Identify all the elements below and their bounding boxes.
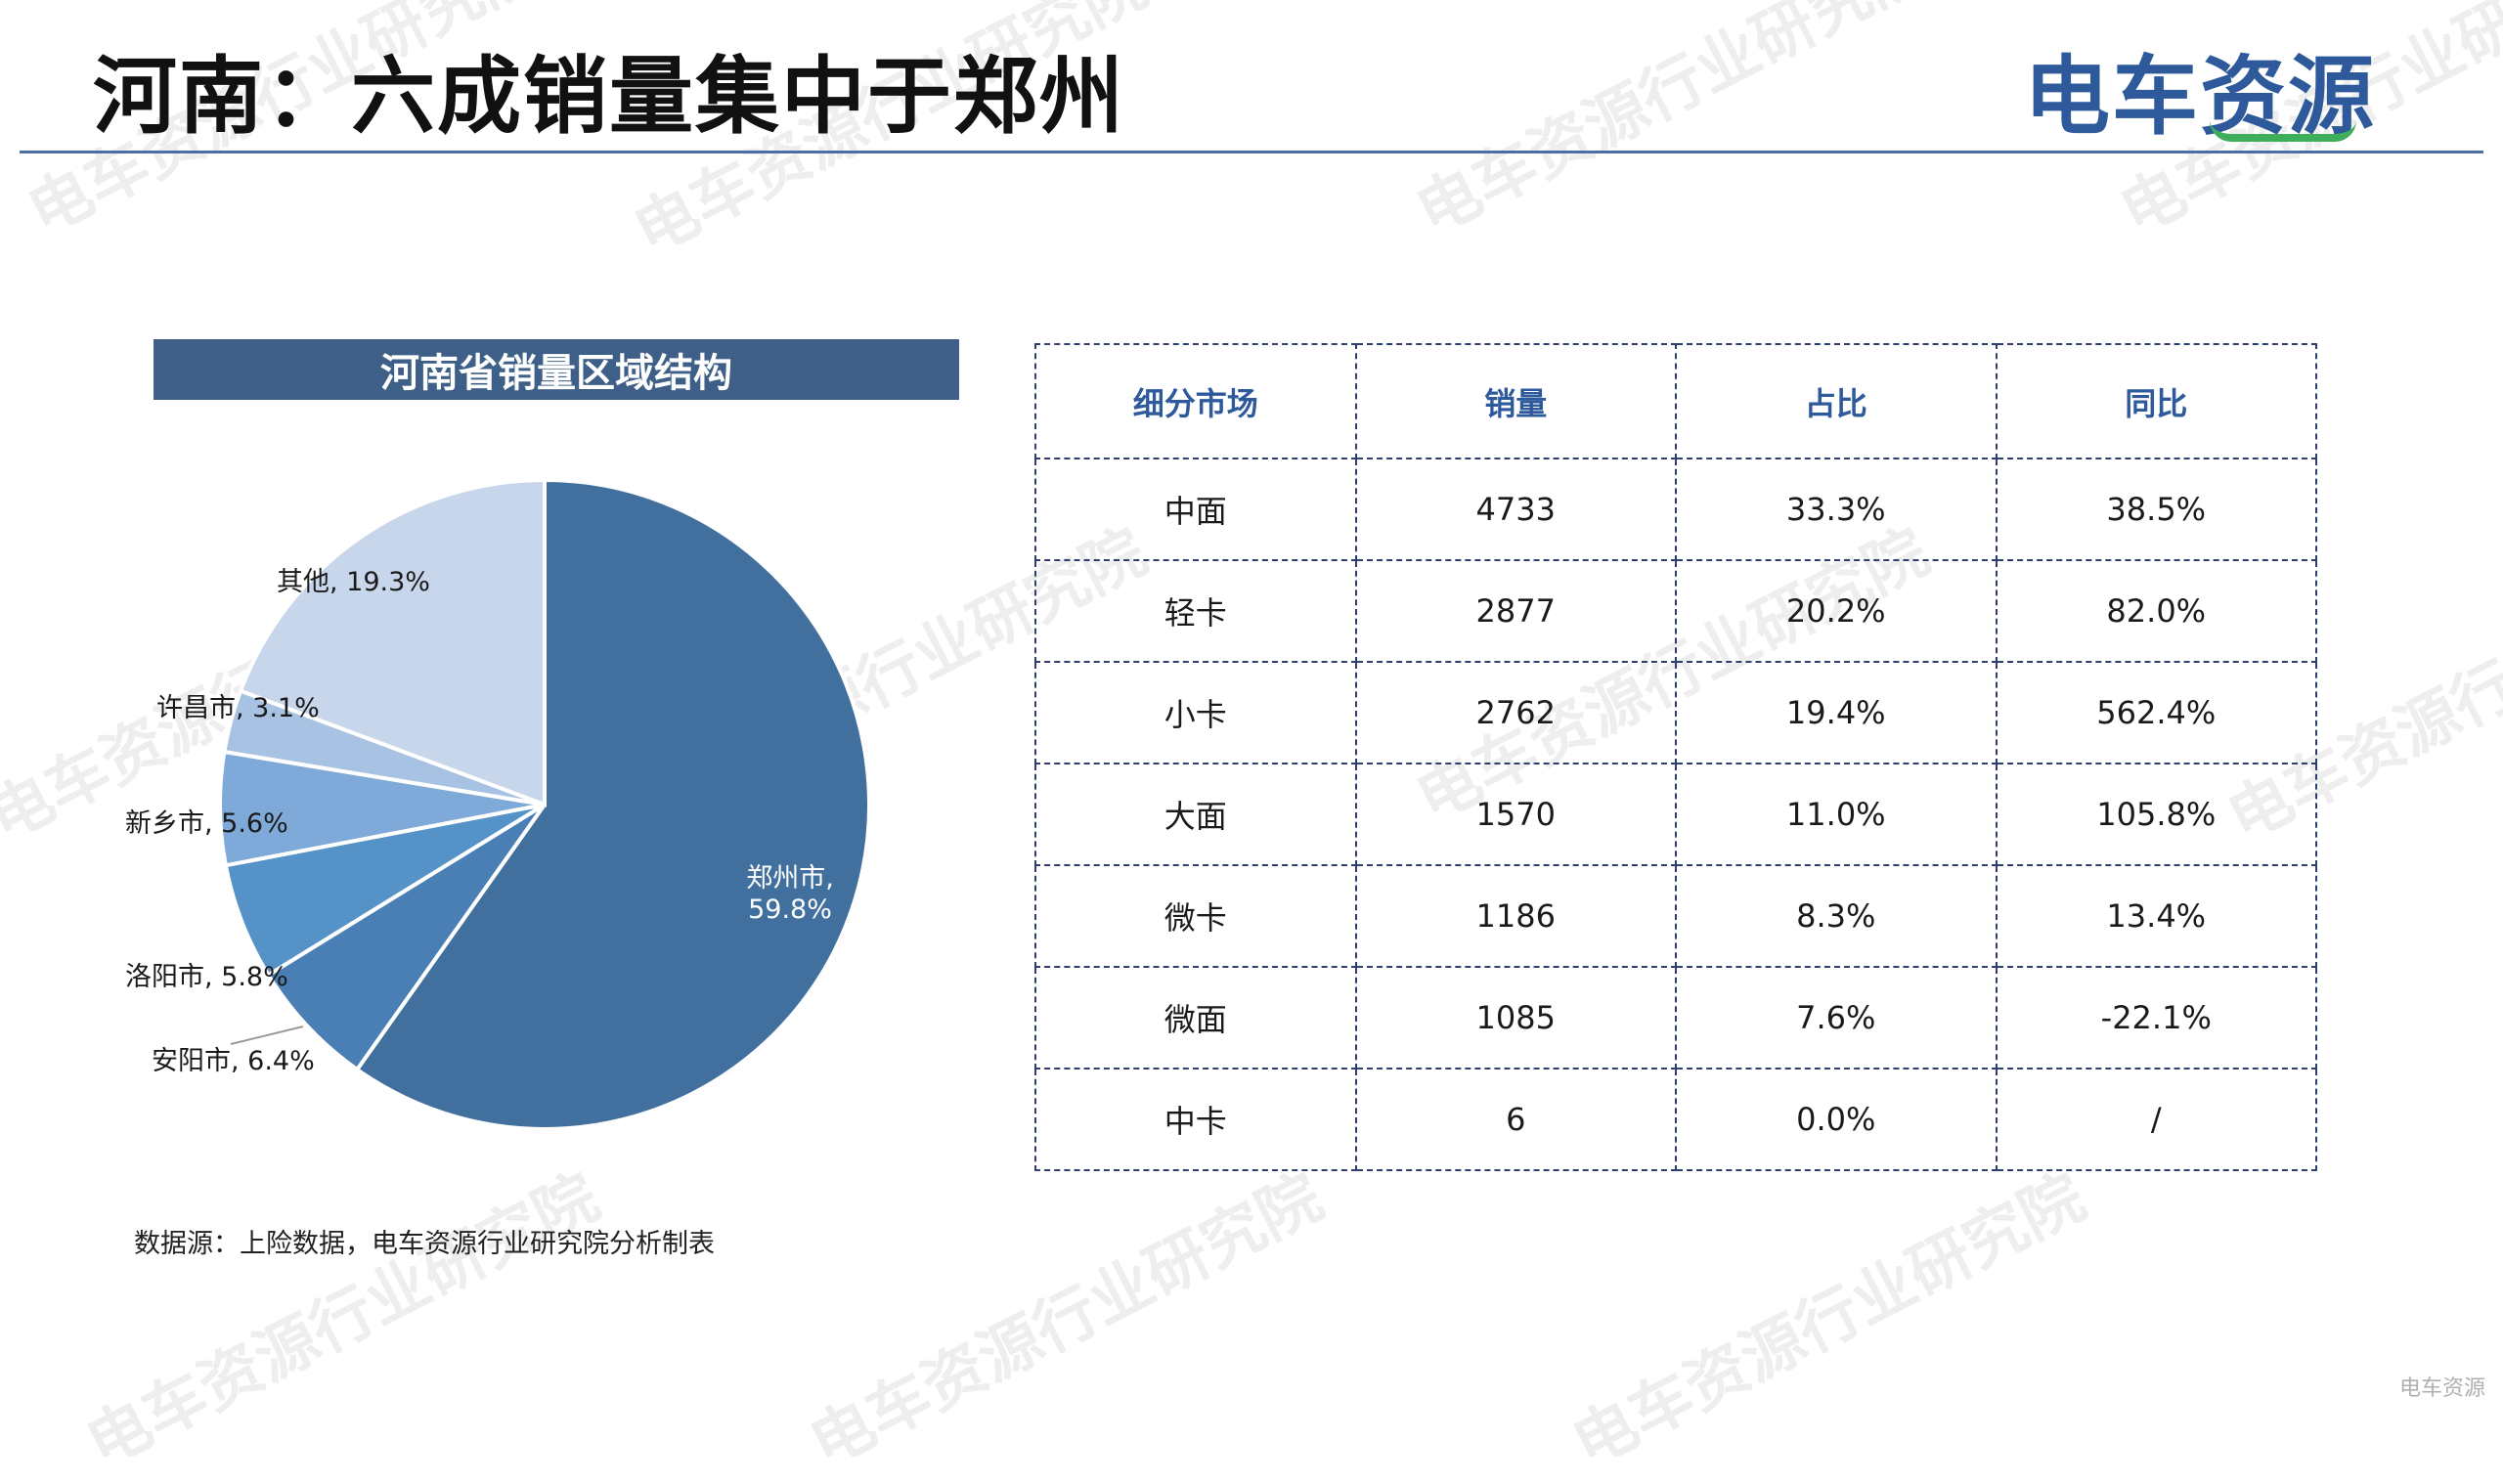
table-cell: 微卡 (1034, 864, 1357, 968)
pie-label-3: 新乡市, 5.6% (125, 808, 288, 839)
table-row: 中卡 6 0.0% / (1034, 1068, 2317, 1171)
table-cell: 中卡 (1034, 1068, 1357, 1171)
page-title: 河南：六成销量集中于郑州 (93, 48, 1125, 146)
table-cell: 小卡 (1034, 661, 1357, 764)
table-row: 小卡 2762 19.4% 562.4% (1034, 661, 2317, 764)
table-cell: / (1995, 1068, 2317, 1171)
table-cell: 轻卡 (1034, 559, 1357, 663)
pie-slice-1 (265, 803, 547, 1072)
table-cell: 微面 (1034, 966, 1357, 1069)
pie-slice-0 (354, 477, 871, 1131)
table-cell: 562.4% (1995, 661, 2317, 764)
table-row: 微面 1085 7.6% -22.1% (1034, 966, 2317, 1069)
table-cell: 中面 (1034, 458, 1357, 561)
pie-chart: 郑州市, 59.8% 安阳市, 6.4% 洛阳市, 5.8% 新乡市, 5.6% 许昌市,… (125, 477, 871, 1131)
table-cell: 0.0% (1675, 1068, 1998, 1171)
table-cell: 6 (1354, 1068, 1677, 1171)
pie-label-2: 洛阳市, 5.8% (125, 962, 288, 992)
chart-title: 河南省销量区域结构 (154, 339, 959, 400)
table-cell: 105.8% (1995, 763, 2317, 866)
table-header-row: 细分市场 销量 占比 同比 (1034, 343, 2317, 459)
table-cell: 1085 (1354, 966, 1677, 1069)
header-divider (20, 151, 2483, 153)
table-cell: 2762 (1354, 661, 1677, 764)
table-cell: 4733 (1354, 458, 1677, 561)
pie-slice-5 (238, 477, 547, 807)
table-cell: 19.4% (1675, 661, 1998, 764)
column-header: 细分市场 (1034, 343, 1357, 459)
segment-table: 细分市场 销量 占比 同比 中面 4733 33.3% 38.5% 轻卡 287… (1034, 343, 2317, 1171)
table-cell: 2877 (1354, 559, 1677, 663)
pie-label-5: 其他, 19.3% (277, 567, 430, 597)
table-cell: 1570 (1354, 763, 1677, 866)
label-leader-line (230, 1026, 304, 1045)
table-cell: 82.0% (1995, 559, 2317, 663)
brand-logo: 电车资源 (2024, 27, 2386, 147)
column-header: 同比 (1995, 343, 2317, 459)
table-cell: 13.4% (1995, 864, 2317, 968)
table-cell: 33.3% (1675, 458, 1998, 561)
pie-label-0: 郑州市, 59.8% (746, 863, 834, 925)
logo-arc-icon (2210, 120, 2356, 142)
table-row: 微卡 1186 8.3% 13.4% (1034, 864, 2317, 968)
table-row: 大面 1570 11.0% 105.8% (1034, 763, 2317, 866)
table-row: 中面 4733 33.3% 38.5% (1034, 458, 2317, 561)
pie-label-1: 安阳市, 6.4% (152, 1046, 315, 1076)
table-cell: 8.3% (1675, 864, 1998, 968)
table-cell: 20.2% (1675, 559, 1998, 663)
column-header: 销量 (1354, 343, 1677, 459)
corner-brand-mark: 电车资源 (2398, 1376, 2485, 1401)
table-row: 轻卡 2877 20.2% 82.0% (1034, 559, 2317, 663)
watermark: 电车资源行业研究院 (1561, 1160, 2097, 1482)
table-cell: 38.5% (1995, 458, 2317, 561)
table-cell: 大面 (1034, 763, 1357, 866)
table-cell: 11.0% (1675, 763, 1998, 866)
source-note: 数据源：上险数据，电车资源行业研究院分析制表 (134, 1229, 715, 1259)
table-cell: 7.6% (1675, 966, 1998, 1069)
watermark: 电车资源行业研究院 (1405, 0, 1941, 250)
table-cell: 1186 (1354, 864, 1677, 968)
column-header: 占比 (1675, 343, 1998, 459)
pie-label-4: 许昌市, 3.1% (156, 693, 320, 723)
table-cell: -22.1% (1995, 966, 2317, 1069)
